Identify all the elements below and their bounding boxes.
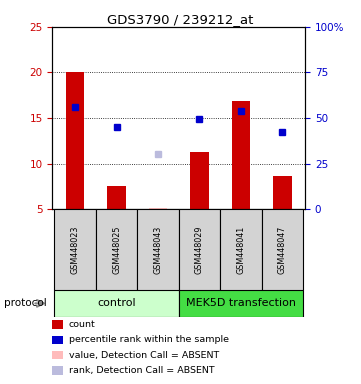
Text: GDS3790 / 239212_at: GDS3790 / 239212_at [107, 13, 254, 26]
Bar [179, 290, 303, 317]
Text: GSM448029: GSM448029 [195, 225, 204, 274]
Text: percentile rank within the sample: percentile rank within the sample [69, 335, 229, 344]
Bar [137, 209, 179, 290]
Text: rank, Detection Call = ABSENT: rank, Detection Call = ABSENT [69, 366, 214, 375]
Bar [55, 290, 179, 317]
Bar [231, 101, 250, 209]
Bar [179, 209, 220, 290]
Bar [273, 177, 292, 209]
Bar [96, 209, 137, 290]
Text: GSM448047: GSM448047 [278, 225, 287, 274]
Text: GSM448041: GSM448041 [236, 225, 245, 274]
Bar [190, 152, 209, 209]
Bar [55, 209, 96, 290]
Text: GSM448023: GSM448023 [71, 225, 80, 274]
Text: MEK5D transfection: MEK5D transfection [186, 298, 296, 308]
Text: control: control [97, 298, 136, 308]
Text: value, Detection Call = ABSENT: value, Detection Call = ABSENT [69, 351, 219, 360]
Bar [220, 209, 262, 290]
Text: GSM448025: GSM448025 [112, 225, 121, 274]
Bar [107, 185, 126, 209]
Text: GSM448043: GSM448043 [153, 225, 162, 274]
Text: count: count [69, 320, 95, 329]
Text: protocol: protocol [4, 298, 46, 308]
Bar [66, 73, 84, 209]
Bar [262, 209, 303, 290]
